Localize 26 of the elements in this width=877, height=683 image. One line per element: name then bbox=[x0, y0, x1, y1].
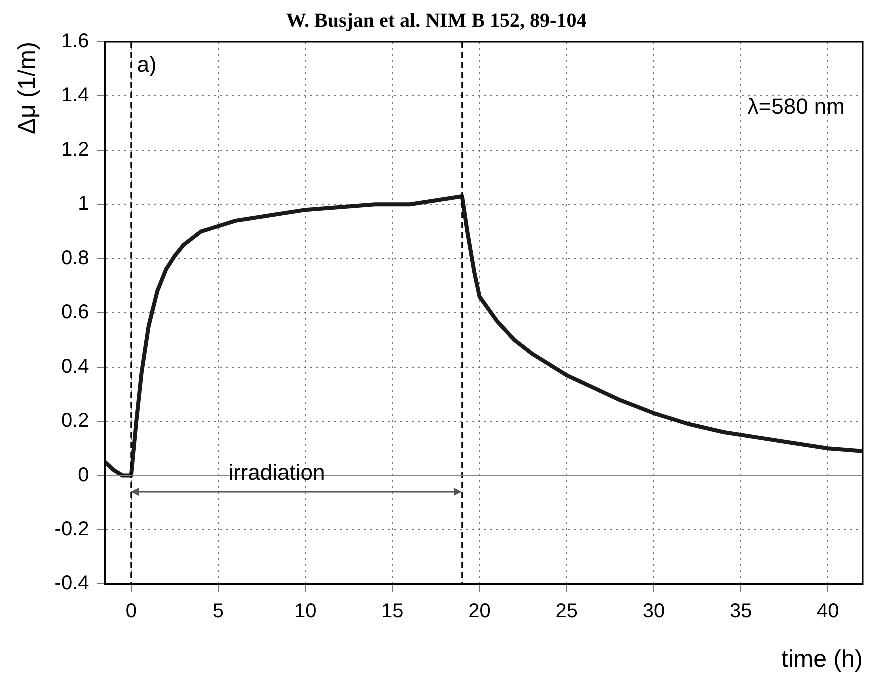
x-tick-label: 35 bbox=[730, 600, 752, 623]
annotation: λ=580 nm bbox=[748, 94, 845, 119]
x-tick-label: 5 bbox=[212, 600, 224, 623]
annotation: a) bbox=[137, 52, 157, 77]
x-tick-label: 20 bbox=[468, 600, 491, 623]
y-tick-label: -0.4 bbox=[54, 572, 90, 595]
y-axis-title: Δμ (1/m) bbox=[14, 42, 42, 135]
y-tick-label: 0.6 bbox=[61, 302, 90, 324]
y-tick-label: 0.2 bbox=[61, 410, 90, 432]
y-tick-label: 1.4 bbox=[61, 84, 90, 107]
x-tick-label: 40 bbox=[817, 600, 840, 623]
x-tick-label: 30 bbox=[642, 600, 666, 623]
y-tick-label: -0.2 bbox=[54, 518, 90, 540]
y-tick-label: 1.2 bbox=[61, 138, 90, 161]
y-tick-label: 0 bbox=[78, 464, 90, 486]
annotation: irradiation bbox=[228, 460, 326, 486]
x-tick-label: 0 bbox=[126, 600, 137, 623]
y-tick-label: 0.8 bbox=[61, 247, 90, 270]
x-axis-title: time (h) bbox=[782, 646, 863, 674]
y-tick-label: 1.6 bbox=[61, 30, 90, 53]
y-tick-label: 1 bbox=[78, 193, 90, 216]
x-tick-label: 10 bbox=[294, 600, 317, 623]
chart-title: W. Busjan et al. NIM B 152, 89-104 bbox=[286, 10, 587, 32]
y-tick-label: 0.4 bbox=[61, 356, 90, 378]
x-tick-label: 25 bbox=[556, 600, 578, 623]
x-tick-label: 15 bbox=[382, 600, 404, 623]
